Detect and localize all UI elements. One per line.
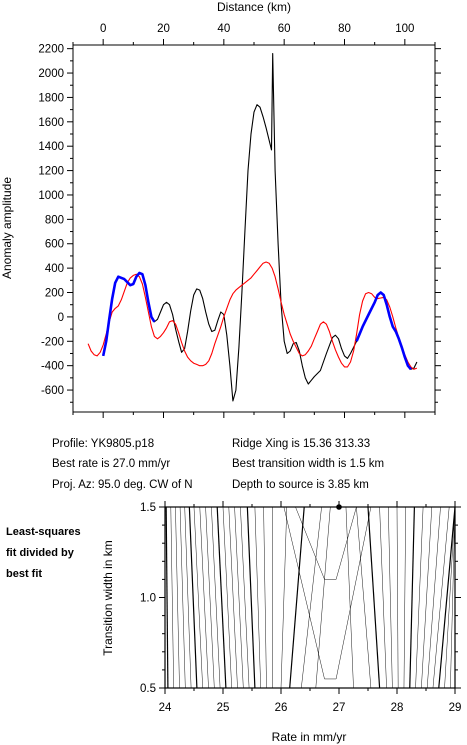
- y-tick-label: 1600: [38, 117, 64, 129]
- y-tick-label: 600: [45, 239, 64, 251]
- note-line-1: Least-squares: [6, 526, 81, 538]
- contour-line: [222, 506, 232, 689]
- series-line-1: [87, 261, 418, 370]
- contour-line: [426, 506, 441, 689]
- contour-line: [246, 506, 256, 689]
- y-tick-label: -400: [41, 361, 64, 373]
- ridge-text: Ridge Xing is 15.36 313.33: [232, 438, 370, 450]
- contour-x-tick-label: 25: [217, 702, 230, 714]
- series-line-2: [101, 271, 156, 357]
- contour-line: [240, 506, 250, 689]
- contour-line: [301, 506, 322, 689]
- y-tick-label: 1400: [38, 141, 64, 153]
- contour-line: [211, 506, 221, 689]
- tick-group: 0 20 40 60 80 100 -600 -400 -200 0 200 400 600 800 100…: [38, 23, 441, 418]
- contour-line: [289, 506, 305, 689]
- contour-y-axis-label: Transition width in km: [101, 540, 115, 656]
- profile-text: Profile: YK9805.p18: [52, 438, 154, 450]
- plot-frame: [72, 44, 436, 413]
- x-tick-label: 20: [157, 23, 170, 35]
- contour-line: [421, 506, 433, 689]
- note-block: Least-squares fit divided by best fit: [6, 526, 81, 580]
- contour-y-tick-label: 1.5: [140, 502, 156, 514]
- contour-line: [175, 506, 180, 689]
- contour-line: [280, 506, 288, 689]
- rate-text: Best rate is 27.0 mm/yr: [52, 458, 170, 470]
- transition-text: Best transition width is 1.5 km: [232, 458, 384, 470]
- y-tick-label: 2000: [38, 68, 64, 80]
- contour-line: [216, 506, 227, 689]
- y-tick-label: 200: [45, 288, 64, 300]
- contour-line: [432, 506, 450, 689]
- contour-line: [254, 506, 261, 689]
- contour-line: [315, 506, 331, 689]
- contour-line: [415, 506, 424, 689]
- contour-group: [165, 504, 456, 689]
- y-tick-label: -200: [41, 336, 64, 348]
- amplitude-chart: 0 20 40 60 80 100 -600 -400 -200 0 200 400 600 800 100…: [0, 0, 441, 418]
- contour-x-tick-label: 29: [449, 702, 462, 714]
- note-line-2: fit divided by: [6, 547, 75, 559]
- depth-text: Depth to source is 3.85 km: [232, 479, 369, 491]
- contour-line: [193, 506, 203, 689]
- x-tick-label: 0: [100, 23, 106, 35]
- y-tick-label: 2200: [38, 44, 64, 56]
- contour-line: [367, 506, 381, 689]
- contour-line: [409, 506, 415, 689]
- contour-line: [263, 506, 267, 689]
- x-tick-label: 60: [278, 23, 291, 35]
- y-tick-label: 1000: [38, 190, 64, 202]
- azimuth-text: Proj. Az: 95.0 deg. CW of N: [52, 479, 193, 491]
- contour-line: [396, 506, 399, 689]
- x-tick-label: 80: [338, 23, 351, 35]
- note-line-3: best fit: [6, 568, 42, 580]
- contour-line: [438, 506, 456, 689]
- contour-line: [228, 506, 238, 689]
- contour-line: [184, 506, 192, 689]
- y-tick-label: -600: [41, 385, 64, 397]
- contour-line: [379, 506, 387, 689]
- contour-line: [205, 506, 215, 689]
- contour-x-tick-label: 26: [275, 702, 288, 714]
- x-tick-label: 100: [395, 23, 414, 35]
- y-tick-label: 0: [58, 312, 64, 324]
- contour-line: [165, 506, 169, 689]
- series-group: [87, 52, 418, 402]
- y-axis-label: Anomaly amplitude: [0, 177, 14, 279]
- misfit-contour-chart: 24 25 26 27 28 29 0.5 1.0 1.5 Rate in mm/yr Tran…: [101, 501, 461, 744]
- contour-x-axis-label: Rate in mm/yr: [272, 730, 347, 744]
- y-tick-label: 400: [45, 263, 64, 275]
- series-line-0: [102, 52, 418, 402]
- x-axis-label: Distance (km): [217, 0, 291, 14]
- info-block: Profile: YK9805.p18 Ridge Xing is 15.36 …: [52, 438, 384, 491]
- contour-v-line: [283, 506, 372, 680]
- contour-v-line: [295, 506, 357, 580]
- contour-line: [356, 506, 372, 689]
- y-tick-label: 1800: [38, 92, 64, 104]
- contour-line: [444, 506, 456, 689]
- contour-line: [234, 506, 244, 689]
- contour-x-tick-label: 28: [391, 702, 404, 714]
- contour-line: [388, 506, 393, 689]
- x-tick-label: 40: [217, 23, 230, 35]
- series-line-3: [355, 291, 412, 371]
- contour-line: [450, 506, 456, 689]
- contour-line: [170, 506, 174, 689]
- contour-line: [403, 506, 406, 689]
- y-tick-label: 1200: [38, 166, 64, 178]
- contour-line: [345, 506, 354, 689]
- contour-line: [188, 506, 198, 689]
- contour-y-tick-label: 1.0: [140, 593, 156, 605]
- contour-y-tick-label: 0.5: [140, 683, 156, 695]
- y-tick-label: 800: [45, 214, 64, 226]
- contour-x-tick-label: 27: [333, 702, 346, 714]
- contour-line: [199, 506, 209, 689]
- contour-tick-group: 24 25 26 27 28 29 0.5 1.0 1.5: [140, 501, 461, 714]
- contour-line: [179, 506, 186, 689]
- contour-x-tick-label: 24: [159, 702, 172, 714]
